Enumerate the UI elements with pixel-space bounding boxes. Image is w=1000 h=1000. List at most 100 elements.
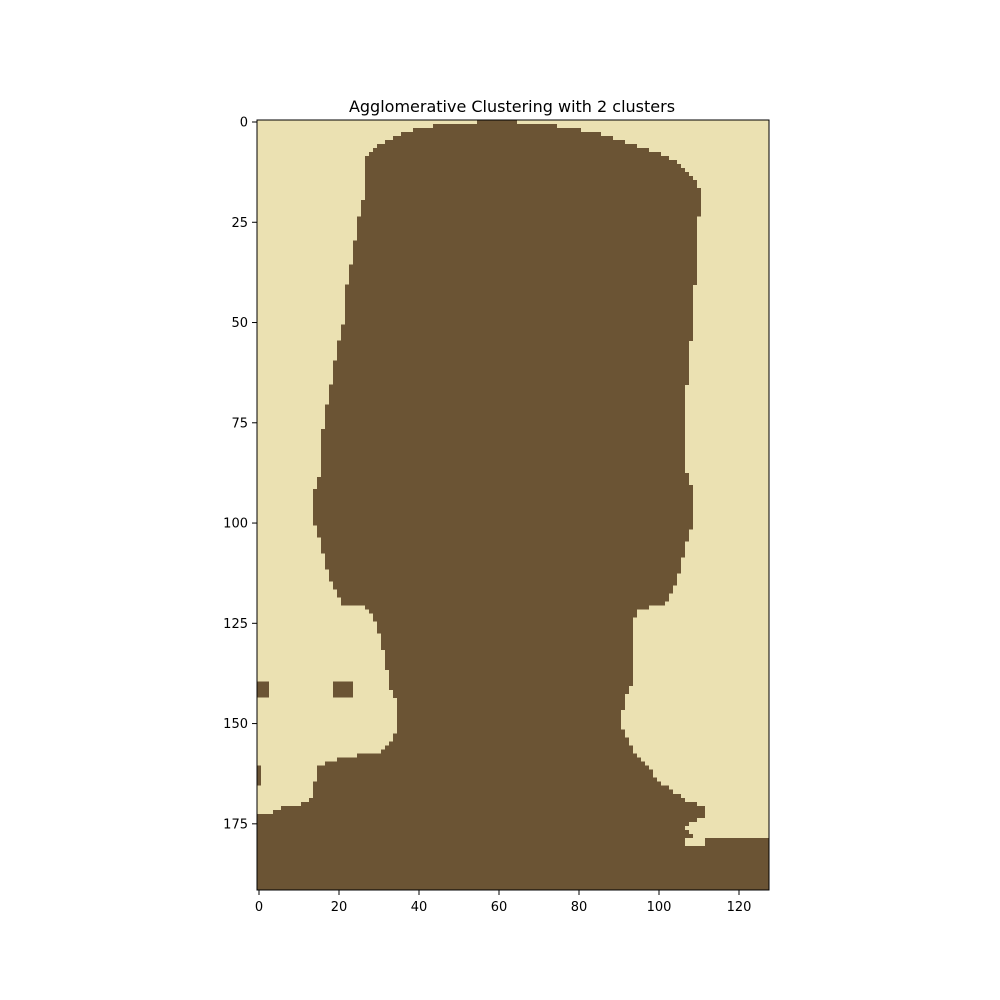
cluster-row <box>389 685 629 690</box>
cluster-row <box>389 677 633 682</box>
cluster-row <box>345 288 693 293</box>
cluster-row <box>365 176 693 181</box>
cluster-row <box>385 649 633 654</box>
cluster-row <box>257 873 769 879</box>
cluster-row <box>357 220 697 225</box>
cluster-row <box>337 593 669 598</box>
cluster-row <box>341 601 665 606</box>
cluster-row <box>313 781 661 787</box>
cluster-row <box>257 829 689 835</box>
cluster-row <box>369 609 637 614</box>
cluster-row <box>325 404 685 410</box>
cluster-row <box>309 797 685 803</box>
cluster-row <box>389 673 633 678</box>
cluster-row <box>353 248 697 253</box>
cluster-row <box>353 256 697 261</box>
cluster-row <box>345 308 693 313</box>
x-tick-label: 0 <box>255 900 263 915</box>
cluster-row <box>365 160 677 165</box>
cluster-row <box>333 581 677 586</box>
x-tick-label: 100 <box>647 900 672 915</box>
cluster-row <box>385 745 633 751</box>
cluster-row <box>321 460 685 466</box>
cluster-row <box>329 392 685 398</box>
cluster-blob <box>257 765 261 786</box>
y-tick-label: 125 <box>223 617 248 632</box>
cluster-row <box>313 521 693 526</box>
cluster-row <box>365 184 697 189</box>
cluster-row <box>397 725 621 730</box>
cluster-row <box>325 420 685 426</box>
cluster-row <box>345 296 693 301</box>
cluster-row <box>397 721 621 726</box>
cluster-row <box>397 709 621 714</box>
cluster-row <box>257 877 769 883</box>
cluster-row <box>333 372 689 378</box>
cluster-blob <box>257 681 269 698</box>
cluster-row <box>257 865 769 871</box>
cluster-row <box>325 761 645 767</box>
x-tick-label: 40 <box>411 900 428 915</box>
cluster-row <box>313 492 693 498</box>
cluster-row <box>313 500 693 506</box>
cluster-row <box>377 625 633 630</box>
cluster-row <box>341 332 693 337</box>
cluster-row <box>329 569 681 574</box>
cluster-row <box>393 689 629 694</box>
cluster-row <box>361 204 701 209</box>
cluster-row <box>349 272 697 277</box>
cluster-row <box>333 360 689 366</box>
cluster-row <box>329 400 685 406</box>
cluster-row <box>349 264 697 269</box>
cluster-row <box>385 665 633 670</box>
cluster-row <box>321 448 685 454</box>
cluster-row <box>317 480 689 486</box>
cluster-row <box>337 757 641 763</box>
cluster-row <box>385 140 625 145</box>
cluster-row <box>365 164 681 169</box>
y-tick-label: 50 <box>231 316 248 331</box>
cluster-row <box>341 328 693 333</box>
cluster-row <box>325 553 685 558</box>
cluster-row <box>369 152 661 157</box>
cluster-row <box>333 585 673 590</box>
cluster-row <box>321 456 685 462</box>
y-tick-label: 175 <box>223 817 248 832</box>
cluster-row <box>321 545 685 550</box>
cluster-row <box>321 537 689 542</box>
cluster-row <box>329 396 685 402</box>
cluster-row <box>317 529 689 534</box>
cluster-row <box>321 444 685 450</box>
cluster-blob <box>333 681 353 698</box>
cluster-row <box>257 881 769 887</box>
cluster-row <box>393 693 625 698</box>
cluster-row <box>313 789 673 795</box>
cluster-row <box>273 809 705 815</box>
cluster-row <box>329 388 685 394</box>
cluster-row <box>333 368 689 374</box>
cluster-row <box>393 733 625 739</box>
cluster-row <box>373 617 633 622</box>
cluster-row <box>257 817 697 823</box>
cluster-row <box>357 753 637 759</box>
cluster-row <box>377 629 633 634</box>
cluster-row <box>257 837 769 843</box>
cluster-row <box>313 513 693 518</box>
cluster-row <box>349 268 697 273</box>
cluster-row <box>393 136 613 141</box>
cluster-row <box>365 605 649 610</box>
x-tick-label: 120 <box>727 900 752 915</box>
chart-title: Agglomerative Clustering with 2 clusters <box>349 97 675 116</box>
cluster-row <box>389 741 629 747</box>
cluster-row <box>357 232 697 237</box>
cluster-row <box>313 496 693 502</box>
y-tick-label: 0 <box>240 116 248 131</box>
cluster-row <box>317 525 693 530</box>
x-tick-label: 80 <box>571 900 588 915</box>
cluster-row <box>381 749 633 755</box>
cluster-row <box>385 653 633 658</box>
cluster-row <box>321 468 685 474</box>
cluster-row <box>389 681 633 686</box>
cluster-row <box>377 621 633 626</box>
y-tick-label: 25 <box>231 216 248 231</box>
